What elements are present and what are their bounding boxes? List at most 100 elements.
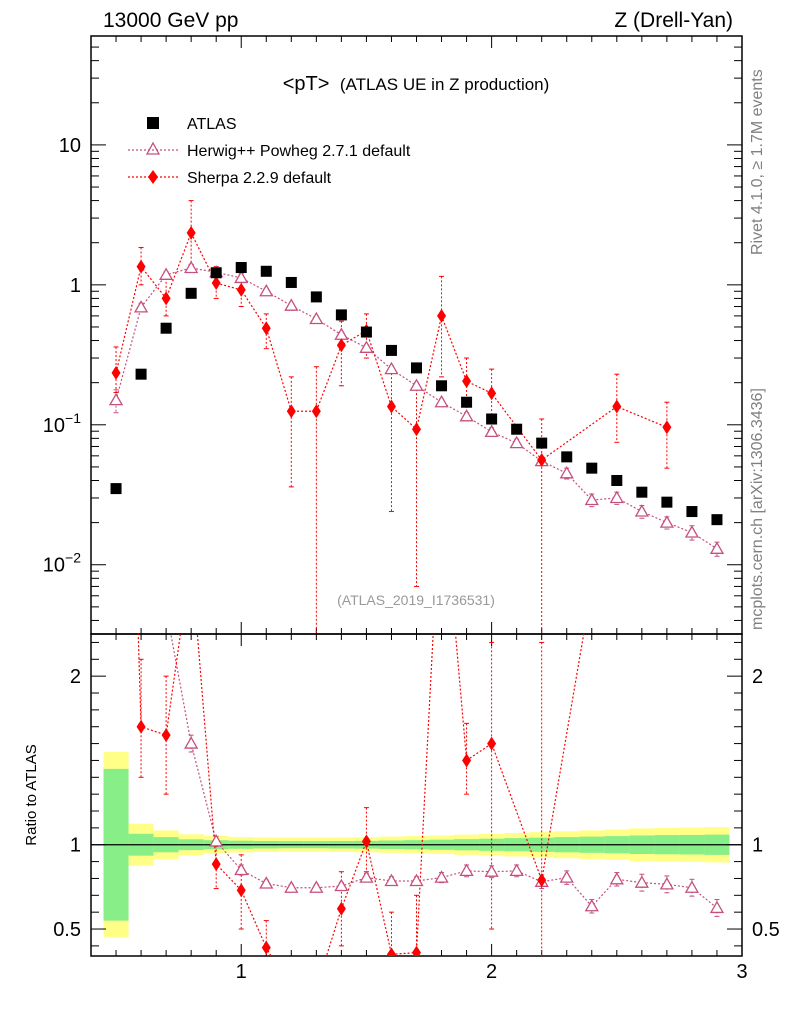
atlas-point bbox=[536, 437, 548, 449]
sherpa-point bbox=[487, 386, 497, 401]
atlas-point bbox=[135, 368, 147, 380]
legend-label-atlas: ATLAS bbox=[187, 116, 237, 133]
ratio-y-axis-label: Ratio to ATLAS bbox=[23, 744, 40, 845]
legend-label-sherpa: Sherpa 2.2.9 default bbox=[187, 170, 332, 187]
sherpa-point bbox=[261, 321, 271, 336]
atlas-point bbox=[335, 309, 347, 321]
sherpa-point bbox=[211, 276, 221, 291]
atlas-point bbox=[611, 474, 623, 486]
herwig-point bbox=[309, 311, 324, 325]
atlas-point bbox=[210, 267, 222, 279]
atlas-point bbox=[160, 322, 172, 334]
sherpa-point bbox=[286, 404, 296, 419]
herwig-ratio-point bbox=[160, 603, 172, 614]
atlas-point bbox=[310, 291, 322, 303]
herwig-ratio-point bbox=[459, 863, 474, 877]
sherpa-ratio-point bbox=[211, 857, 221, 872]
sherpa-point bbox=[662, 420, 672, 435]
legend: ATLAS Herwig++ Powheg 2.7.1 default Sher… bbox=[128, 116, 411, 187]
herwig-ratio-point bbox=[184, 736, 199, 749]
atlas-point bbox=[586, 462, 598, 474]
sherpa-ratio-point bbox=[487, 736, 497, 751]
herwig-ratio-point bbox=[334, 878, 349, 892]
main-y-tick-label: 1 bbox=[70, 275, 81, 297]
sherpa-point bbox=[462, 374, 472, 389]
main-y-tick-label: 10 bbox=[59, 135, 81, 157]
herwig-ratio-point bbox=[409, 873, 424, 887]
legend-label-herwig: Herwig++ Powheg 2.7.1 default bbox=[187, 143, 411, 160]
sherpa-point bbox=[612, 399, 622, 414]
herwig-point bbox=[459, 408, 474, 422]
plot-title-main: <pT> bbox=[283, 73, 330, 95]
sherpa-ratio-point bbox=[236, 883, 246, 898]
sherpa-point bbox=[186, 225, 196, 240]
ratio-y-tick-label-right: 1 bbox=[752, 835, 763, 857]
sherpa-ratio-point bbox=[462, 753, 472, 768]
herwig-point bbox=[108, 392, 124, 406]
herwig-point bbox=[559, 466, 574, 479]
atlas-point bbox=[385, 344, 397, 356]
plot-title: <pT> (ATLAS UE in Z production) bbox=[283, 73, 550, 95]
atlas-point bbox=[360, 326, 372, 338]
herwig-point bbox=[434, 394, 449, 408]
sherpa-ratio-point bbox=[537, 873, 547, 888]
sherpa-ratio-point bbox=[437, 467, 446, 481]
side-label-rivet: Rivet 4.1.0, ≥ 1.7M events bbox=[749, 69, 766, 255]
sherpa-point bbox=[136, 259, 146, 274]
header-right: Z (Drell-Yan) bbox=[614, 9, 733, 32]
herwig-ratio-point bbox=[484, 864, 499, 877]
herwig-point bbox=[133, 300, 149, 313]
herwig-ratio-point bbox=[659, 877, 675, 890]
herwig-point bbox=[484, 424, 499, 438]
herwig-ratio-point bbox=[634, 875, 649, 888]
herwig-ratio-point bbox=[110, 282, 122, 293]
sherpa-ratio-point bbox=[136, 719, 146, 734]
herwig-point bbox=[709, 541, 725, 554]
sherpa-ratio-point bbox=[261, 940, 271, 955]
herwig-point bbox=[659, 515, 675, 528]
ratio-y-tick-label-right: 2 bbox=[752, 666, 763, 688]
herwig-point bbox=[634, 504, 649, 517]
sherpa-point bbox=[386, 399, 396, 414]
sherpa-ratio-point bbox=[336, 901, 346, 916]
atlas-point bbox=[411, 362, 422, 374]
sherpa-ratio-point bbox=[312, 981, 321, 995]
sherpa-point bbox=[311, 404, 321, 419]
herwig-point bbox=[184, 260, 199, 274]
x-tick-label: 1 bbox=[236, 961, 247, 983]
herwig-point bbox=[234, 270, 249, 284]
herwig-point bbox=[409, 378, 424, 391]
herwig-point bbox=[158, 267, 174, 280]
herwig-ratio-point bbox=[684, 880, 700, 893]
ratio-y-tick-label: 1 bbox=[70, 835, 81, 857]
herwig-ratio-point bbox=[509, 863, 524, 877]
herwig-ratio-point bbox=[609, 871, 624, 885]
sherpa-ratio-point bbox=[161, 728, 171, 743]
sherpa-ratio-point bbox=[412, 945, 421, 956]
sherpa-point bbox=[437, 308, 447, 323]
atlas-point bbox=[686, 506, 698, 518]
x-tick-label: 3 bbox=[736, 961, 747, 983]
herwig-point bbox=[384, 361, 399, 375]
analysis-label: (ATLAS_2019_I1736531) bbox=[337, 592, 495, 608]
herwig-ratio-point bbox=[259, 876, 274, 889]
sherpa-point bbox=[336, 338, 346, 353]
atlas-point bbox=[711, 514, 723, 526]
legend-marker-herwig bbox=[145, 141, 161, 155]
herwig-ratio-point bbox=[309, 880, 324, 893]
atlas-point bbox=[285, 276, 297, 288]
sherpa-point bbox=[537, 453, 547, 468]
tick-exponent: −1 bbox=[65, 410, 81, 426]
sherpa-point bbox=[161, 291, 171, 306]
herwig-point bbox=[284, 298, 299, 311]
herwig-ratio-point bbox=[135, 502, 147, 512]
legend-marker-atlas bbox=[147, 117, 159, 129]
sherpa-ratio-point bbox=[187, 551, 196, 565]
atlas-point bbox=[235, 262, 247, 274]
sherpa-point bbox=[111, 365, 121, 380]
herwig-ratio-point bbox=[709, 900, 725, 914]
atlas-point bbox=[636, 486, 648, 498]
atlas-point bbox=[661, 496, 673, 508]
